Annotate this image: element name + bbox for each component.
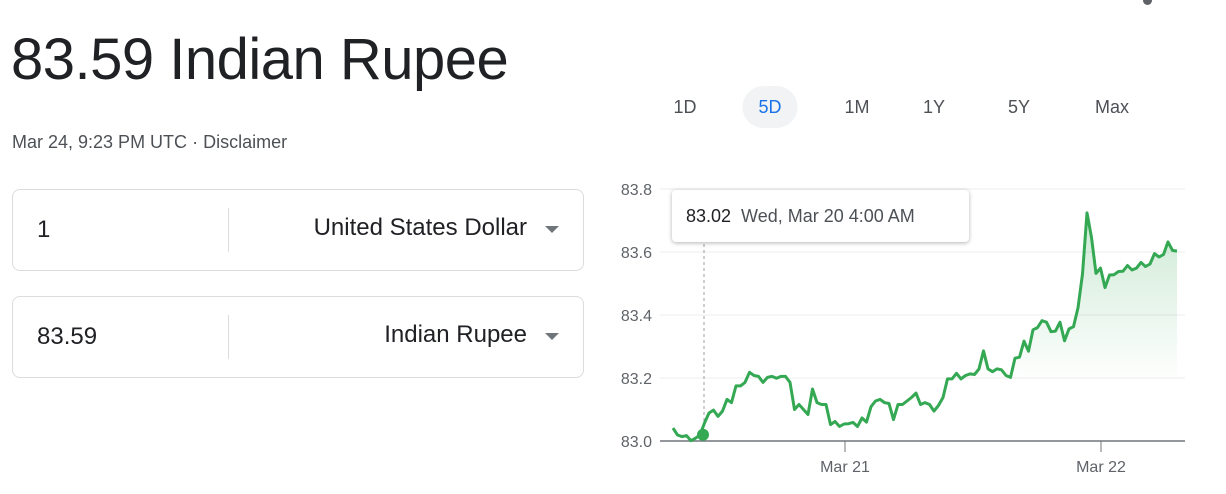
tab-1m[interactable]: 1M — [844, 97, 870, 117]
converted-amount-title: 83.59 Indian Rupee — [11, 27, 509, 92]
y-tick-label: 83.8 — [621, 182, 652, 199]
timestamp-line: Mar 24, 9:23 PM UTC · Disclaimer — [12, 132, 287, 153]
tab-5d[interactable]: 5D — [742, 86, 798, 128]
from-currency-select[interactable]: United States Dollar — [313, 214, 527, 241]
divider — [228, 315, 229, 359]
tooltip-value: 83.02 — [686, 206, 732, 226]
separator: · — [192, 132, 199, 152]
to-currency-row: 83.59 Indian Rupee — [12, 296, 584, 378]
timestamp: Mar 24, 9:23 PM UTC — [12, 132, 188, 152]
from-currency-row: 1 United States Dollar — [12, 189, 584, 271]
y-tick-label: 83.0 — [621, 434, 652, 451]
highlight-point — [697, 428, 709, 441]
dropdown-arrow-icon[interactable] — [545, 226, 559, 233]
to-amount-input[interactable]: 83.59 — [37, 323, 98, 350]
tooltip-time: Wed, Mar 20 4:00 AM — [741, 206, 915, 226]
price-area-fill — [673, 212, 1177, 441]
x-tick-label: Mar 22 — [1076, 459, 1126, 476]
price-line — [671, 211, 1178, 443]
y-tick-label: 83.2 — [621, 371, 652, 388]
y-tick-label: 83.6 — [621, 245, 652, 262]
tab-1y[interactable]: 1Y — [922, 97, 946, 117]
from-amount-input[interactable]: 1 — [37, 216, 51, 243]
y-tick-label: 83.4 — [621, 308, 652, 325]
tab-max[interactable]: Max — [1094, 97, 1130, 117]
to-currency-select[interactable]: Indian Rupee — [384, 321, 527, 348]
chart-tooltip: 83.02 Wed, Mar 20 4:00 AM — [672, 190, 969, 242]
dropdown-arrow-icon[interactable] — [545, 333, 559, 340]
tab-1d[interactable]: 1D — [673, 97, 697, 117]
disclaimer-link[interactable]: Disclaimer — [203, 132, 288, 152]
x-tick-label: Mar 21 — [820, 459, 870, 476]
divider — [228, 208, 229, 252]
more-options-icon[interactable] — [1143, 0, 1152, 5]
tab-5y[interactable]: 5Y — [1007, 97, 1031, 117]
